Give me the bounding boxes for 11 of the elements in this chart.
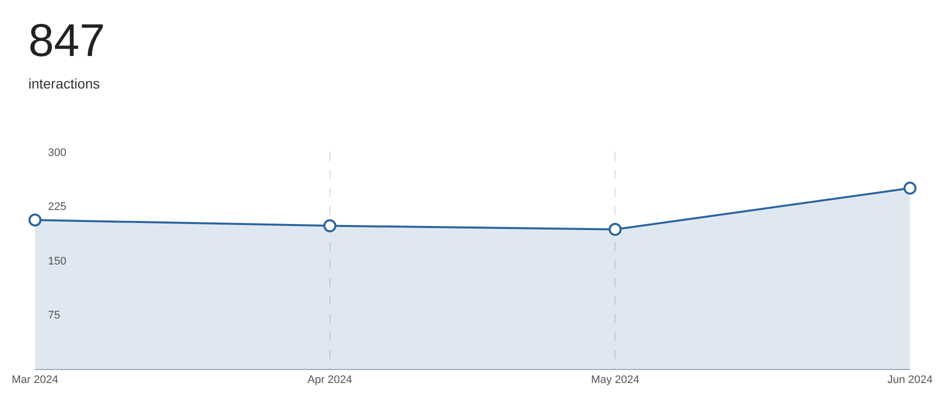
y-tick-label: 150 — [48, 255, 66, 268]
y-tick-label: 300 — [48, 146, 66, 159]
chart-title: 847 — [28, 14, 106, 66]
x-tick-label: Jun 2024 — [887, 374, 933, 386]
y-tick-label: 75 — [48, 310, 60, 322]
x-tick-label: Mar 2024 — [12, 374, 58, 386]
x-tick-label: Apr 2024 — [308, 374, 352, 386]
chart-subtitle: interactions — [28, 75, 100, 92]
point — [904, 182, 916, 195]
x-tick-label: May 2024 — [591, 374, 640, 386]
y-tick-label: 225 — [48, 201, 66, 214]
